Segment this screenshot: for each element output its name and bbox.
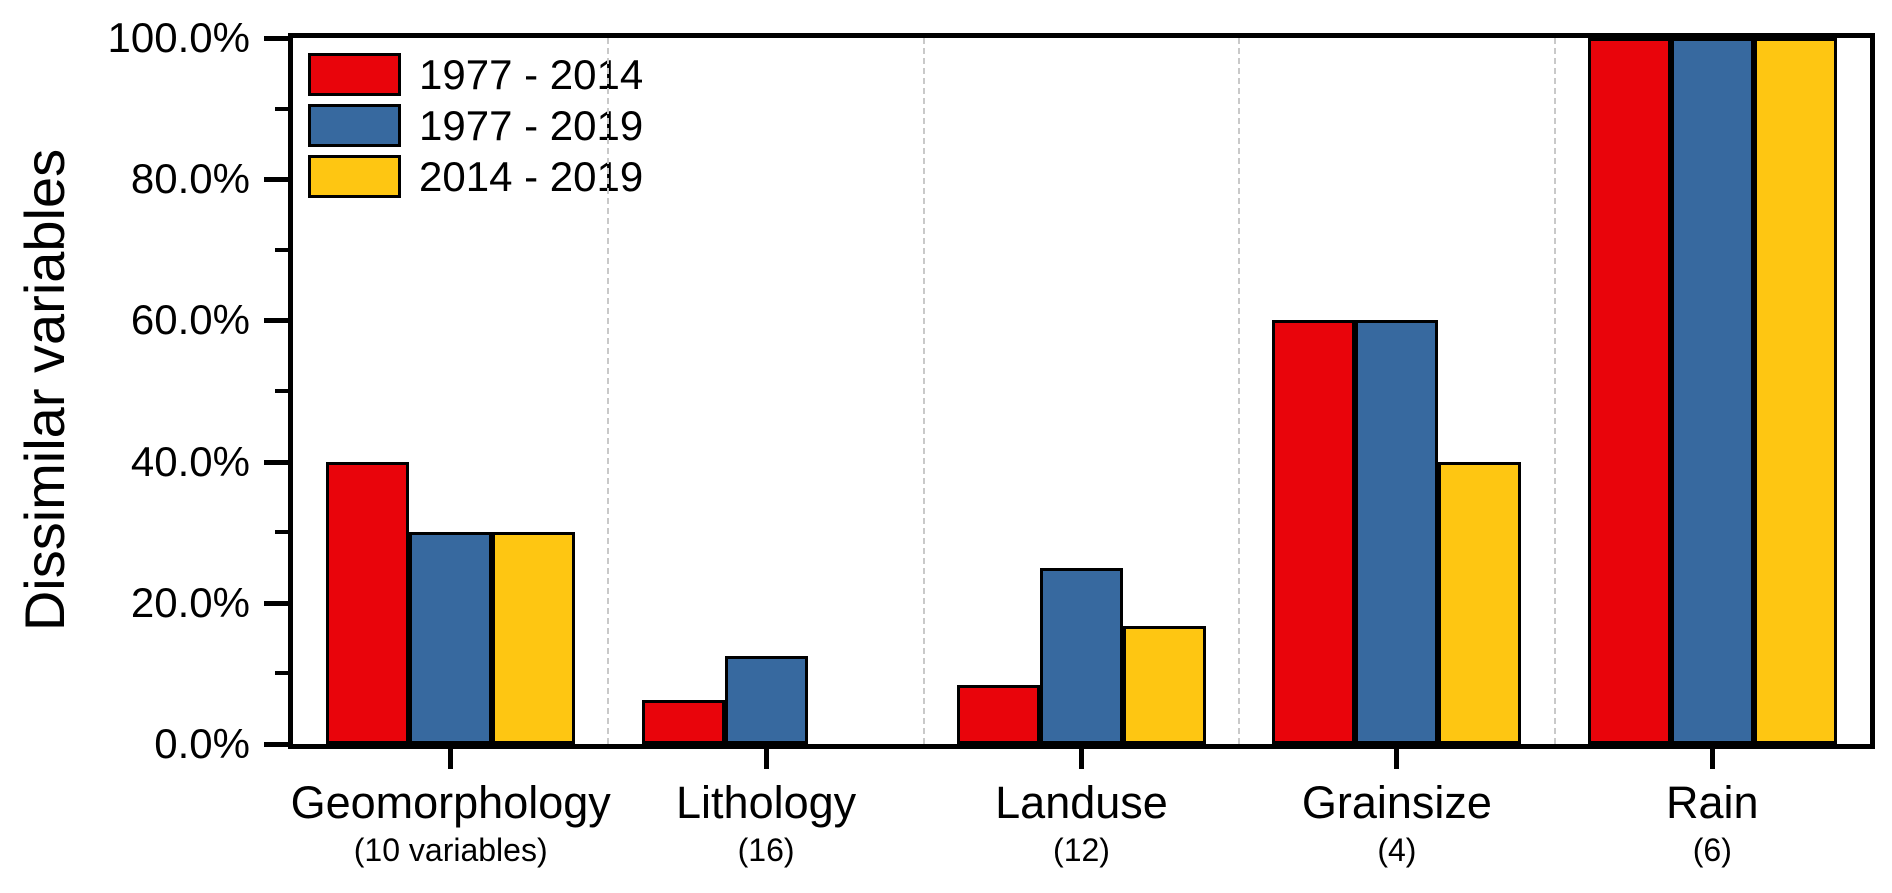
y-axis-minor-tick	[275, 247, 288, 252]
bar	[326, 461, 410, 744]
y-axis-major-tick	[264, 36, 288, 41]
x-axis-tick	[1709, 749, 1715, 769]
y-axis-minor-tick	[275, 671, 288, 676]
y-axis-minor-tick	[275, 389, 288, 393]
category-sublabel: (16)	[737, 832, 795, 868]
bar	[1438, 461, 1522, 744]
plot-area	[288, 33, 1875, 749]
legend-label: 1977 - 2014	[419, 50, 644, 98]
legend: 1977 - 2014 1977 - 2019 2014 - 2019	[308, 50, 644, 206]
legend-row: 1977 - 2014	[308, 50, 644, 98]
bar	[1272, 320, 1356, 744]
category-separator-line	[607, 38, 610, 744]
y-axis-major-tick	[264, 459, 288, 465]
legend-swatch	[308, 155, 401, 198]
y-axis-major-tick	[264, 600, 288, 606]
category-label: Rain	[1666, 777, 1759, 828]
category-separator-line	[922, 38, 925, 744]
category-label: Geomorphology	[290, 777, 611, 828]
y-axis-tick-label: 20.0%	[130, 578, 250, 626]
category-sublabel: (12)	[1053, 832, 1110, 868]
category-sublabel: (4)	[1377, 832, 1417, 868]
bar	[957, 685, 1040, 744]
x-axis-tick	[1079, 749, 1084, 769]
legend-row: 1977 - 2019	[308, 101, 644, 149]
category-label: Landuse	[995, 777, 1168, 828]
category-separator-line	[1553, 38, 1556, 744]
category-separator-line	[1238, 38, 1241, 744]
category-sublabel: (10 variables)	[353, 832, 548, 868]
y-axis-major-tick	[264, 318, 288, 324]
y-axis-minor-tick	[275, 106, 288, 111]
bar	[1753, 38, 1837, 744]
category-label: Grainsize	[1301, 777, 1492, 828]
y-axis-title: Dissimilar variables	[13, 148, 76, 632]
bar	[1670, 38, 1754, 744]
legend-swatch	[308, 53, 401, 96]
bar	[1355, 320, 1439, 744]
bar	[492, 532, 576, 744]
category-label: Lithology	[676, 777, 857, 828]
legend-label: 1977 - 2019	[419, 101, 644, 149]
x-axis-tick	[763, 749, 769, 769]
x-axis-tick	[1394, 749, 1400, 769]
bar	[724, 655, 808, 744]
legend-label: 2014 - 2019	[419, 152, 644, 200]
legend-row: 2014 - 2019	[308, 152, 644, 200]
bar	[409, 532, 493, 744]
y-axis-tick-label: 100.0%	[107, 14, 250, 61]
bar	[1587, 38, 1671, 744]
y-axis-tick-label: 60.0%	[130, 296, 250, 344]
bar	[1040, 567, 1123, 744]
x-axis-tick	[448, 749, 454, 769]
bar	[1123, 626, 1206, 744]
y-axis-tick-label: 80.0%	[130, 155, 250, 203]
y-axis-tick-label: 0.0%	[154, 720, 250, 767]
y-axis-major-tick	[264, 742, 288, 747]
bar	[641, 699, 725, 744]
y-axis-tick-label: 40.0%	[130, 437, 250, 485]
legend-swatch	[308, 104, 401, 147]
category-sublabel: (6)	[1692, 832, 1732, 868]
y-axis-minor-tick	[275, 530, 288, 535]
y-axis-major-tick	[264, 177, 288, 183]
